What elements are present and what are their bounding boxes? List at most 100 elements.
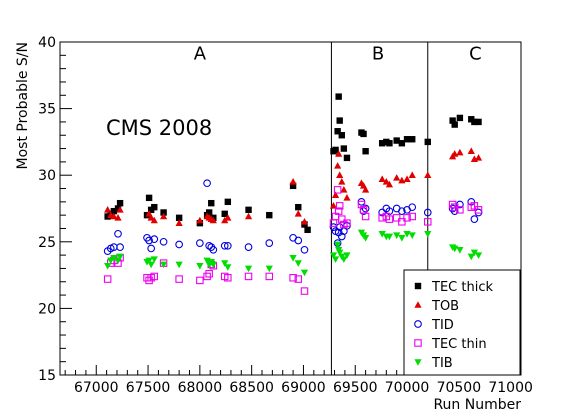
- data-point: [467, 147, 475, 155]
- data-point: [378, 208, 387, 217]
- period-label: C: [469, 43, 482, 64]
- legend-marker: [414, 282, 422, 290]
- legend-label: TEC thin: [431, 337, 487, 352]
- data-point: [398, 140, 406, 147]
- data-point: [107, 257, 115, 265]
- data-point: [289, 274, 297, 282]
- data-point: [392, 214, 401, 222]
- legend-label: TOB: [431, 299, 459, 314]
- data-point: [467, 253, 475, 261]
- data-point: [338, 215, 346, 223]
- x-tick-label: 68000: [178, 380, 223, 396]
- data-point: [114, 229, 122, 238]
- data-point: [456, 206, 464, 214]
- data-point: [294, 210, 302, 217]
- series-tec-thin: [103, 186, 483, 295]
- data-point: [334, 162, 342, 169]
- data-point: [300, 287, 309, 295]
- y-tick-label: 30: [38, 168, 56, 184]
- data-point: [150, 235, 159, 243]
- data-point: [361, 212, 370, 221]
- data-point: [378, 175, 386, 182]
- data-point: [244, 243, 253, 251]
- data-point: [338, 178, 346, 185]
- data-point: [335, 202, 344, 210]
- data-point: [331, 256, 340, 263]
- data-point: [362, 235, 370, 242]
- data-point: [386, 140, 393, 147]
- data-point: [300, 245, 309, 254]
- data-point: [336, 171, 344, 178]
- data-point: [408, 232, 416, 239]
- data-point: [221, 260, 229, 267]
- x-tick-label: 71000: [488, 380, 533, 396]
- data-point: [331, 191, 340, 198]
- data-point: [336, 117, 343, 124]
- data-point: [340, 256, 348, 263]
- legend: TEC thick TOB TID TEC thin TIB: [403, 269, 521, 376]
- data-point: [475, 118, 482, 126]
- data-point: [334, 128, 341, 135]
- data-point: [403, 214, 411, 222]
- data-point: [456, 114, 464, 122]
- y-tick-label: 20: [38, 301, 56, 317]
- data-point: [385, 180, 394, 188]
- axes: 67000 67500 68000 68500 69000 69500 70000 70500…: [38, 35, 533, 396]
- data-point: [159, 261, 168, 269]
- data-point: [474, 206, 483, 214]
- data-point: [337, 232, 346, 241]
- series-tec-thick: [104, 93, 482, 234]
- x-tick-label: 69500: [333, 380, 378, 396]
- data-point: [209, 261, 217, 269]
- data-point: [424, 171, 432, 178]
- data-point: [335, 150, 343, 157]
- data-point: [196, 216, 204, 224]
- data-point: [265, 272, 274, 281]
- data-point: [244, 272, 253, 281]
- y-axis-label: Most Probable S/N: [15, 42, 31, 169]
- data-point: [244, 212, 253, 220]
- data-point: [378, 214, 386, 222]
- data-point: [266, 211, 273, 219]
- legend-marker: [414, 359, 422, 366]
- series-tob: [104, 147, 483, 226]
- period-label: A: [194, 43, 207, 64]
- cms-annotation: CMS 2008: [106, 116, 212, 140]
- data-point: [360, 130, 367, 138]
- data-point: [408, 171, 416, 178]
- legend-label: TID: [431, 318, 454, 333]
- y-tick-label: 25: [38, 235, 56, 251]
- data-point: [471, 118, 478, 126]
- series-tib: [104, 229, 483, 277]
- data-point: [294, 275, 303, 283]
- data-point: [175, 261, 183, 269]
- data-point: [116, 199, 124, 207]
- data-point: [159, 212, 168, 220]
- legend-marker: [414, 301, 422, 308]
- data-point: [334, 207, 343, 215]
- data-point: [385, 215, 394, 223]
- data-point: [175, 214, 183, 222]
- data-point: [474, 252, 483, 259]
- data-point: [196, 239, 204, 247]
- data-point: [474, 154, 483, 161]
- data-point: [110, 254, 118, 262]
- data-point: [224, 274, 232, 282]
- data-point: [294, 236, 303, 245]
- data-point: [393, 232, 401, 239]
- y-tick-label: 35: [38, 102, 56, 118]
- series-tid: [103, 179, 483, 255]
- data-point: [265, 265, 273, 273]
- data-point: [224, 214, 232, 221]
- data-point: [114, 214, 122, 221]
- data-point: [245, 206, 252, 214]
- y-tick-label: 40: [38, 35, 56, 51]
- data-point: [289, 254, 297, 262]
- data-point: [304, 226, 311, 234]
- data-point: [151, 203, 158, 211]
- data-point: [208, 199, 215, 207]
- data-point: [343, 252, 351, 259]
- data-point: [175, 275, 183, 283]
- data-point: [333, 186, 342, 194]
